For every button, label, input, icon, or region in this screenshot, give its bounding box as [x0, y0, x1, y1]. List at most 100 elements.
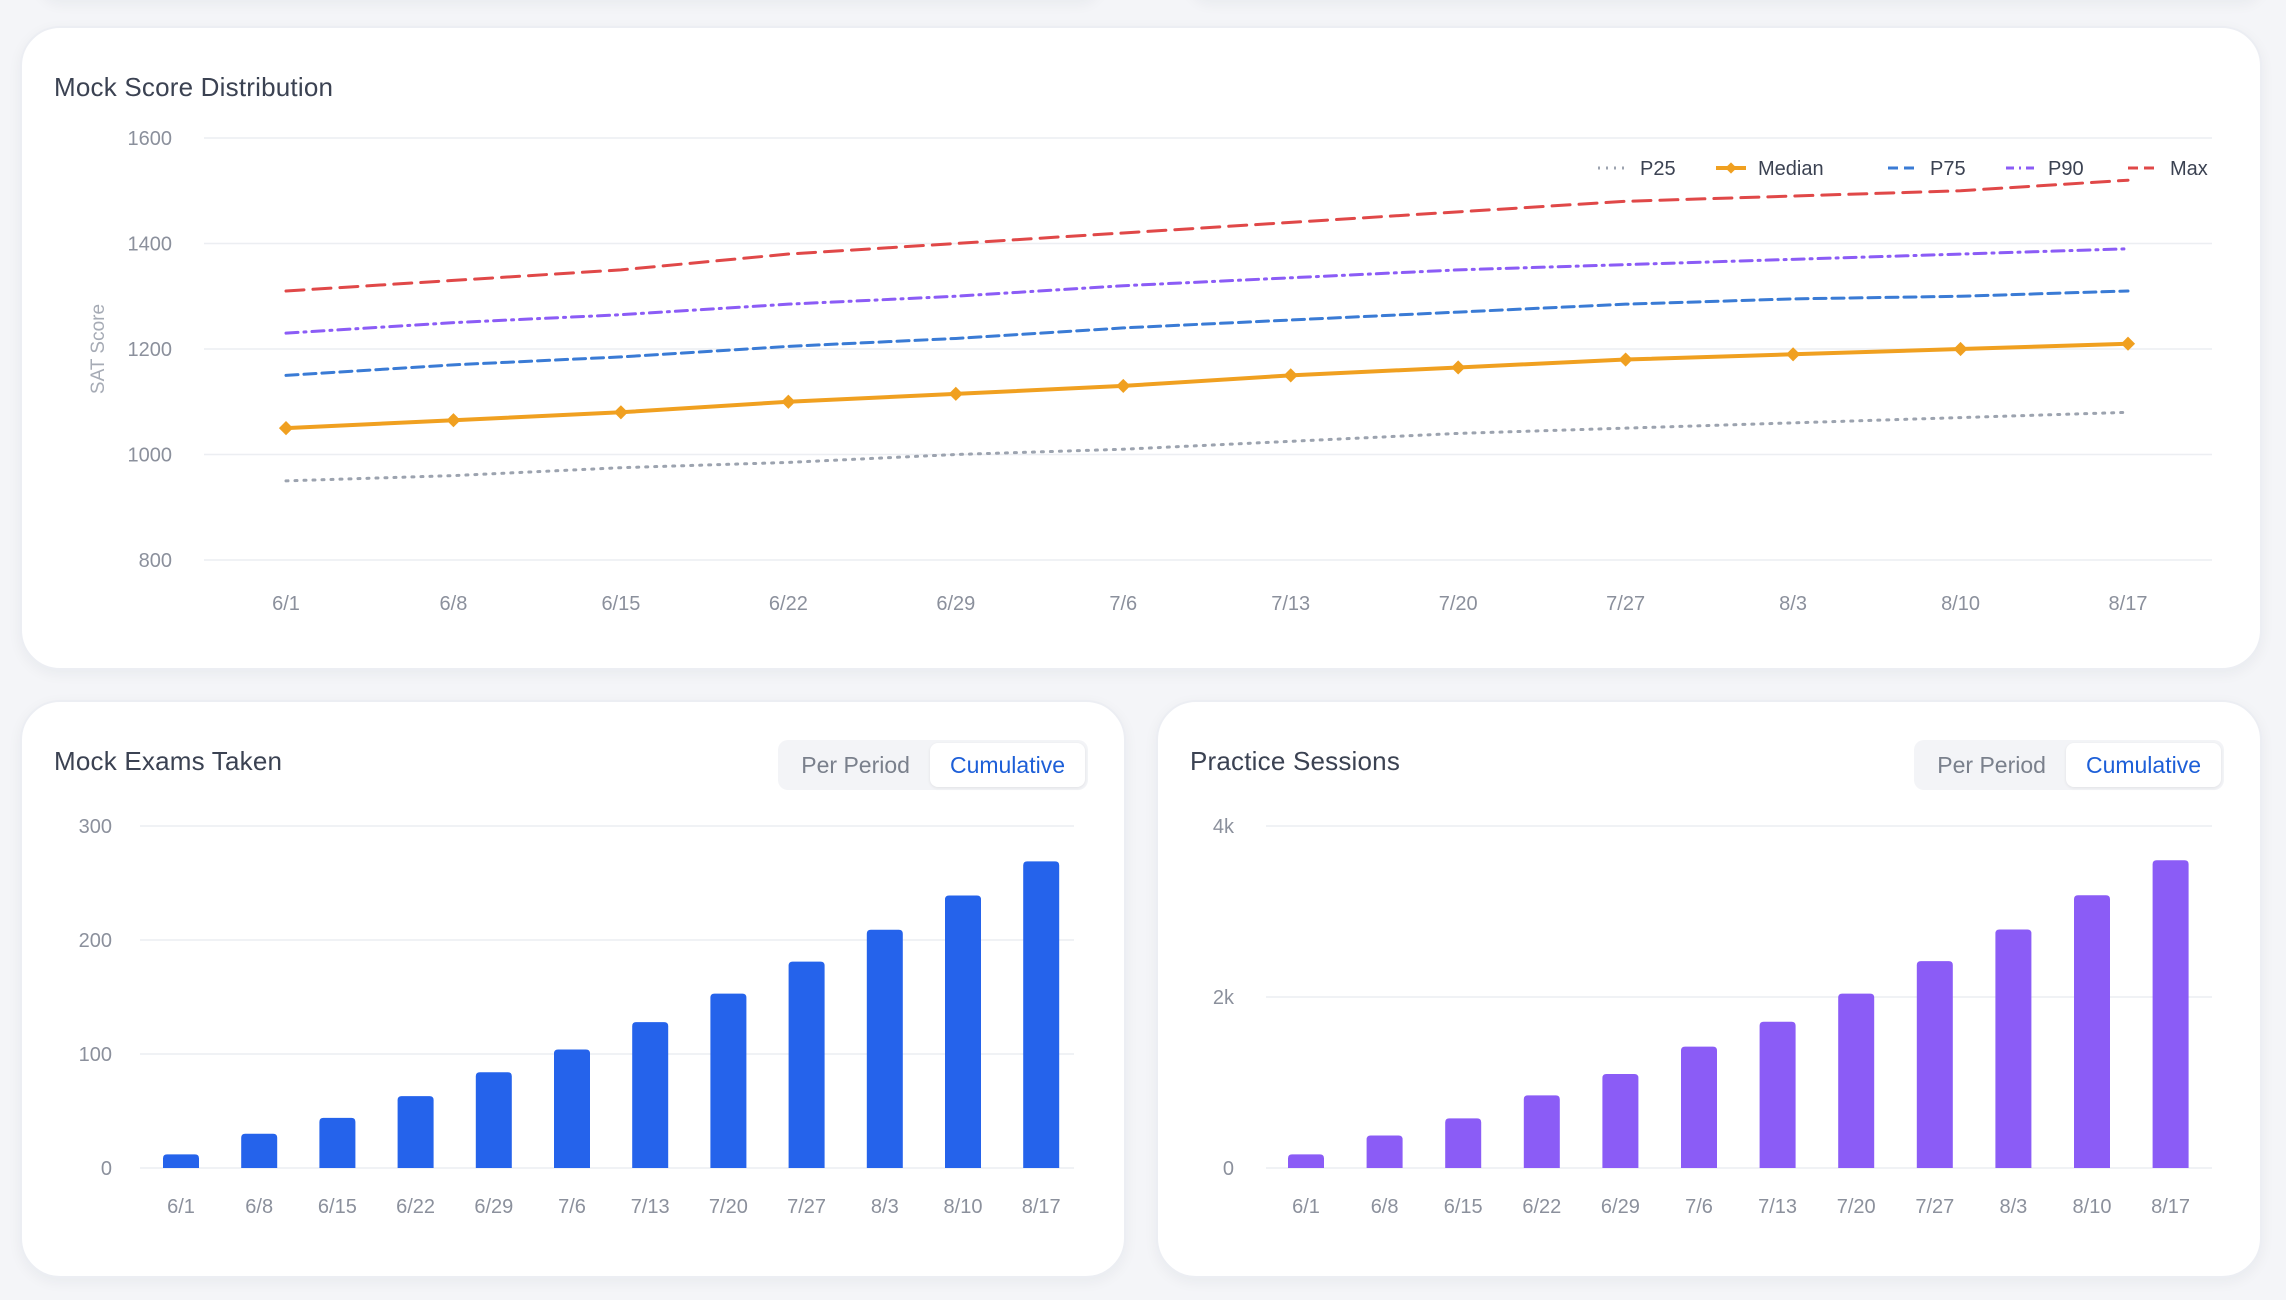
y-tick-label: 1200	[128, 339, 173, 361]
x-tick-label: 7/20	[709, 1196, 748, 1218]
y-tick-label: 0	[1223, 1158, 1234, 1180]
mock-exams-card: Mock Exams Taken Per Period Cumulative 0…	[20, 700, 1126, 1278]
x-tick-label: 8/3	[871, 1196, 899, 1218]
legend-label: P90	[2048, 158, 2084, 180]
data-point	[1283, 368, 1298, 383]
y-tick-label: 2k	[1213, 987, 1235, 1009]
x-tick-label: 6/29	[474, 1196, 513, 1218]
x-tick-label: 7/6	[1685, 1196, 1713, 1218]
mock-exams-chart: 0 100 200 300 6/1 6/8 6/15 6/22 6/29 7/6 7/13 7/20 7…	[79, 816, 1074, 1218]
card-title: Mock Exams Taken	[54, 746, 283, 776]
x-tick-label: 6/15	[601, 593, 640, 615]
x-tick-label: 8/17	[1022, 1196, 1061, 1218]
x-tick-label: 7/27	[1606, 593, 1645, 615]
series-line-max	[284, 178, 2130, 293]
data-point	[1953, 341, 1968, 357]
practice-sessions-card: Practice Sessions Per Period Cumulative …	[1156, 700, 2262, 1278]
bar	[163, 1154, 199, 1168]
bar	[2152, 860, 2189, 1168]
bar	[1366, 1135, 1403, 1168]
bar	[1838, 993, 1875, 1168]
y-tick-label: 1400	[128, 234, 173, 256]
x-tick-label: 8/17	[2109, 593, 2148, 615]
practice-sessions-chart: 0 2k 4k 6/1 6/8 6/15 6/22 6/29 7/6 7/13 7/20 7/27 8/…	[1213, 816, 2212, 1218]
y-tick-label: 800	[139, 550, 172, 572]
per-period-button[interactable]: Per Period	[1917, 743, 2066, 787]
bar	[1523, 1095, 1560, 1168]
x-tick-label: 8/3	[1999, 1196, 2027, 1218]
bar	[1288, 1154, 1324, 1168]
cumulative-button[interactable]: Cumulative	[2065, 743, 2221, 787]
x-tick-label: 6/8	[245, 1196, 273, 1218]
x-tick-label: 7/20	[1439, 593, 1478, 615]
cumulative-button[interactable]: Cumulative	[929, 743, 1085, 787]
x-tick-label: 8/10	[1941, 593, 1980, 615]
y-tick-label: 1000	[128, 445, 173, 467]
series-line-p25	[284, 410, 2130, 483]
y-tick-label: 100	[79, 1044, 112, 1066]
bar	[1995, 929, 2032, 1168]
y-tick-label: 300	[79, 816, 112, 838]
x-tick-label: 7/13	[1758, 1196, 1797, 1218]
x-tick-label: 7/13	[1271, 593, 1310, 615]
bar	[788, 961, 825, 1168]
x-tick-label: 7/27	[787, 1196, 826, 1218]
legend-label: P75	[1930, 158, 1966, 180]
score-distribution-card: Mock Score Distribution 800 1000 1200 1400 1…	[20, 26, 2262, 670]
bar	[1023, 861, 1060, 1168]
bar	[1916, 961, 1953, 1168]
y-tick-label: 0	[101, 1158, 112, 1180]
x-tick-label: 7/13	[631, 1196, 670, 1218]
data-point	[781, 394, 796, 409]
bar	[710, 993, 747, 1168]
card-title: Practice Sessions	[1190, 746, 1401, 776]
legend-marker	[1725, 162, 1737, 174]
x-tick-label: 6/22	[769, 593, 808, 615]
x-tick-label: 6/22	[396, 1196, 435, 1218]
y-tick-label: 200	[79, 930, 112, 952]
legend-label: P25	[1640, 158, 1676, 180]
bar	[554, 1049, 590, 1168]
bar	[1681, 1046, 1717, 1168]
bar	[632, 1022, 669, 1168]
series-line-p75	[284, 289, 2130, 377]
x-tick-label: 7/27	[1915, 1196, 1954, 1218]
x-tick-label: 6/29	[936, 593, 975, 615]
card-title: Mock Score Distribution	[54, 72, 334, 102]
x-tick-label: 7/20	[1837, 1196, 1876, 1218]
x-tick-label: 6/1	[167, 1196, 195, 1218]
x-tick-label: 8/10	[944, 1196, 983, 1218]
score-distribution-chart: 800 1000 1200 1400 1600 6/1 6/8 6/15 6/22 6/29 7/6…	[88, 128, 2212, 615]
y-tick-label: 4k	[1213, 816, 1235, 838]
data-point	[446, 413, 461, 428]
x-tick-label: 6/8	[1371, 1196, 1399, 1218]
bar	[1445, 1118, 1482, 1168]
x-tick-label: 6/29	[1601, 1196, 1640, 1218]
per-period-button[interactable]: Per Period	[781, 743, 930, 787]
series-line-p90	[284, 247, 2130, 335]
x-tick-label: 6/22	[1522, 1196, 1561, 1218]
series-line-median	[284, 341, 2130, 431]
y-axis-title: SAT Score	[88, 304, 109, 394]
bar	[945, 895, 981, 1168]
x-tick-label: 6/15	[1444, 1196, 1483, 1218]
bar	[2074, 895, 2110, 1168]
bar	[319, 1117, 356, 1168]
view-toggle: Per Period Cumulative	[778, 740, 1088, 790]
x-tick-label: 8/10	[2073, 1196, 2112, 1218]
y-tick-label: 1600	[128, 128, 173, 150]
data-point	[1618, 352, 1633, 367]
data-point	[278, 421, 294, 436]
x-tick-label: 6/15	[318, 1196, 357, 1218]
data-point	[613, 405, 628, 420]
x-tick-label: 6/8	[440, 593, 468, 615]
bar	[241, 1133, 278, 1168]
x-tick-label: 8/3	[1779, 593, 1807, 615]
legend-label: Max	[2170, 158, 2208, 180]
x-tick-label: 8/17	[2151, 1196, 2190, 1218]
x-tick-label: 7/6	[558, 1196, 586, 1218]
x-tick-label: 6/1	[1292, 1196, 1320, 1218]
data-point	[1786, 347, 1801, 362]
bar	[1759, 1021, 1796, 1168]
x-tick-label: 7/6	[1109, 593, 1137, 615]
